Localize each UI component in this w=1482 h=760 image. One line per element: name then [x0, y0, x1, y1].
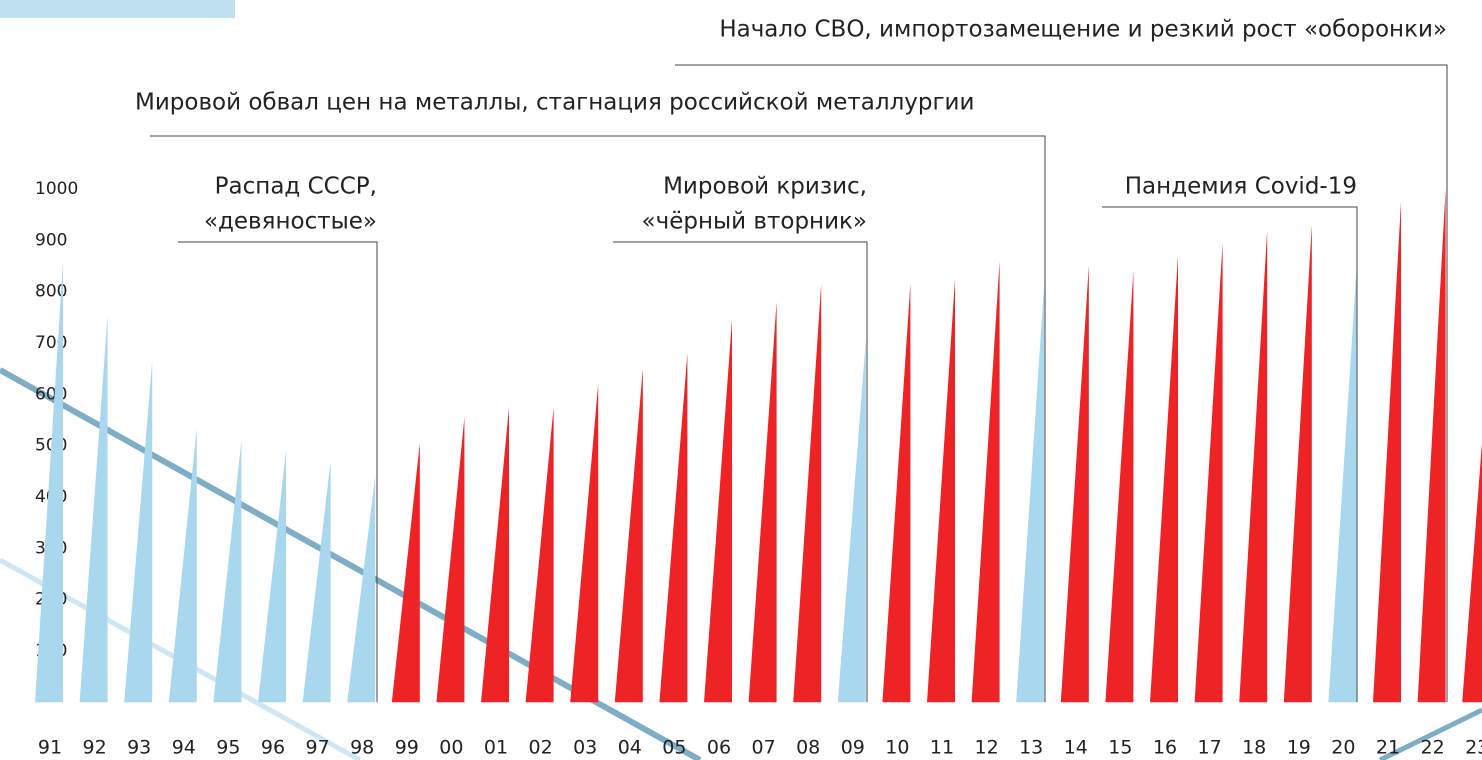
bar [838, 340, 866, 702]
x-tick-label: 08 [796, 737, 820, 759]
page: {"chart_data": {"type": "bar", "categori… [0, 0, 1482, 760]
bar [1150, 256, 1178, 703]
x-tick-label: 93 [127, 737, 151, 759]
x-tick-label: 01 [484, 737, 508, 759]
x-tick-label: 18 [1242, 737, 1266, 759]
x-tick-label: 95 [216, 737, 240, 759]
bar [972, 261, 1000, 702]
x-tick-label: 13 [1019, 737, 1043, 759]
bar [347, 476, 375, 702]
annotation: Пандемия Covid-19 [1125, 174, 1357, 200]
annotation: Мировой кризис, [663, 174, 867, 200]
bar [1239, 230, 1267, 702]
bar [659, 353, 687, 702]
bar [793, 284, 821, 702]
x-tick-label: 23 [1465, 737, 1482, 759]
annotation: «девяностые» [204, 209, 377, 235]
x-tick-label: 17 [1198, 737, 1222, 759]
annotation-bracket [613, 242, 867, 702]
x-tick-label: 22 [1421, 737, 1445, 759]
x-tick-label: 20 [1331, 737, 1355, 759]
bar [481, 407, 509, 702]
bar [213, 441, 241, 703]
x-tick-label: 10 [885, 737, 909, 759]
x-tick-label: 15 [1108, 737, 1132, 759]
bar [392, 443, 420, 702]
x-tick-label: 14 [1064, 737, 1088, 759]
bar [1061, 266, 1089, 702]
bar [1195, 243, 1223, 702]
x-tick-label: 19 [1287, 737, 1311, 759]
x-tick-label: 12 [975, 737, 999, 759]
bar [124, 361, 152, 702]
x-tick-label: 92 [83, 737, 107, 759]
bar [1462, 335, 1482, 702]
x-tick-label: 04 [618, 737, 642, 759]
annotation: Начало СВО, импортозамещение и резкий ро… [719, 17, 1447, 43]
x-tick-label: 09 [841, 737, 865, 759]
bar [436, 417, 464, 702]
x-tick-label: 02 [529, 737, 553, 759]
x-tick-label: 06 [707, 737, 731, 759]
bar [1373, 202, 1401, 702]
x-tick-label: 11 [930, 737, 954, 759]
y-tick-label: 900 [35, 230, 67, 250]
bar [570, 384, 598, 702]
bar [80, 315, 108, 703]
decor [0, 0, 235, 18]
x-tick-label: 16 [1153, 737, 1177, 759]
x-tick-label: 03 [573, 737, 597, 759]
bar [882, 284, 910, 702]
bar [927, 279, 955, 702]
bar [1105, 271, 1133, 702]
bar [35, 261, 63, 702]
x-tick-label: 07 [752, 737, 776, 759]
x-tick-label: 91 [38, 737, 62, 759]
bar [1284, 225, 1312, 702]
bar [704, 320, 732, 702]
annotation: Мировой обвал цен на металлы, стагнация … [135, 90, 974, 116]
annotation-bracket [1102, 207, 1357, 702]
bar [1328, 271, 1356, 702]
x-tick-label: 99 [395, 737, 419, 759]
bar [749, 302, 777, 702]
bar [1418, 189, 1446, 702]
annotation-bracket [675, 65, 1447, 702]
chart: 1002003004005006007008009001000919293949… [0, 0, 1482, 760]
annotation: «чёрный вторник» [642, 209, 867, 235]
x-tick-label: 96 [261, 737, 285, 759]
bar [615, 369, 643, 703]
annotation: Распад СССР, [215, 174, 377, 200]
x-tick-label: 94 [172, 737, 196, 759]
x-tick-label: 21 [1376, 737, 1400, 759]
x-tick-label: 97 [306, 737, 330, 759]
x-tick-label: 98 [350, 737, 374, 759]
bar [1016, 284, 1044, 702]
bar [303, 461, 331, 702]
bar [258, 451, 286, 703]
y-tick-label: 1000 [35, 179, 78, 199]
x-tick-label: 05 [662, 737, 686, 759]
bar [526, 407, 554, 702]
x-tick-label: 00 [439, 737, 463, 759]
